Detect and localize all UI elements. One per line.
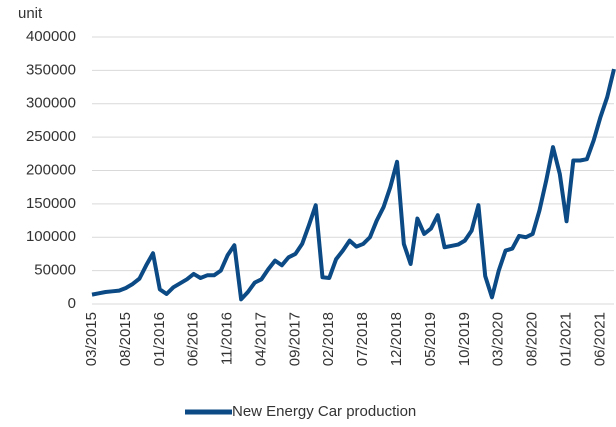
line-series <box>91 68 616 302</box>
x-tick-label: 01/2016 <box>151 312 168 366</box>
legend-label: New Energy Car production <box>232 403 416 420</box>
y-tick-label: 150000 <box>26 195 76 212</box>
x-tick-label: 05/2019 <box>422 312 439 366</box>
x-tick-label: 09/2017 <box>286 312 303 366</box>
y-tick-label: 400000 <box>26 28 76 45</box>
x-tick-label: 02/2018 <box>320 312 337 366</box>
x-tick-label: 08/2020 <box>524 312 541 366</box>
x-tick-label: 12/2018 <box>388 312 405 366</box>
x-tick-label: 11/2016 <box>219 312 236 365</box>
x-tick-label: 03/2015 <box>83 312 100 366</box>
y-tick-label: 0 <box>68 295 76 312</box>
x-tick-label: 06/2016 <box>185 312 202 366</box>
x-tick-label: 07/2018 <box>354 312 371 366</box>
x-tick-label: 06/2021 <box>591 312 608 366</box>
y-tick-label: 250000 <box>26 128 76 145</box>
y-tick-label: 350000 <box>26 61 76 78</box>
y-tick-label: 50000 <box>34 262 76 279</box>
x-tick-label: 04/2017 <box>252 312 269 366</box>
y-tick-label: 100000 <box>26 228 76 245</box>
x-tick-label: 01/2021 <box>558 312 575 366</box>
y-tick-label: 200000 <box>26 161 76 178</box>
y-axis-label: unit <box>18 5 43 22</box>
x-tick-label: 08/2015 <box>117 312 134 366</box>
x-tick-label: 10/2019 <box>456 312 473 366</box>
x-tick-label: 03/2020 <box>490 312 507 366</box>
y-tick-label: 300000 <box>26 95 76 112</box>
